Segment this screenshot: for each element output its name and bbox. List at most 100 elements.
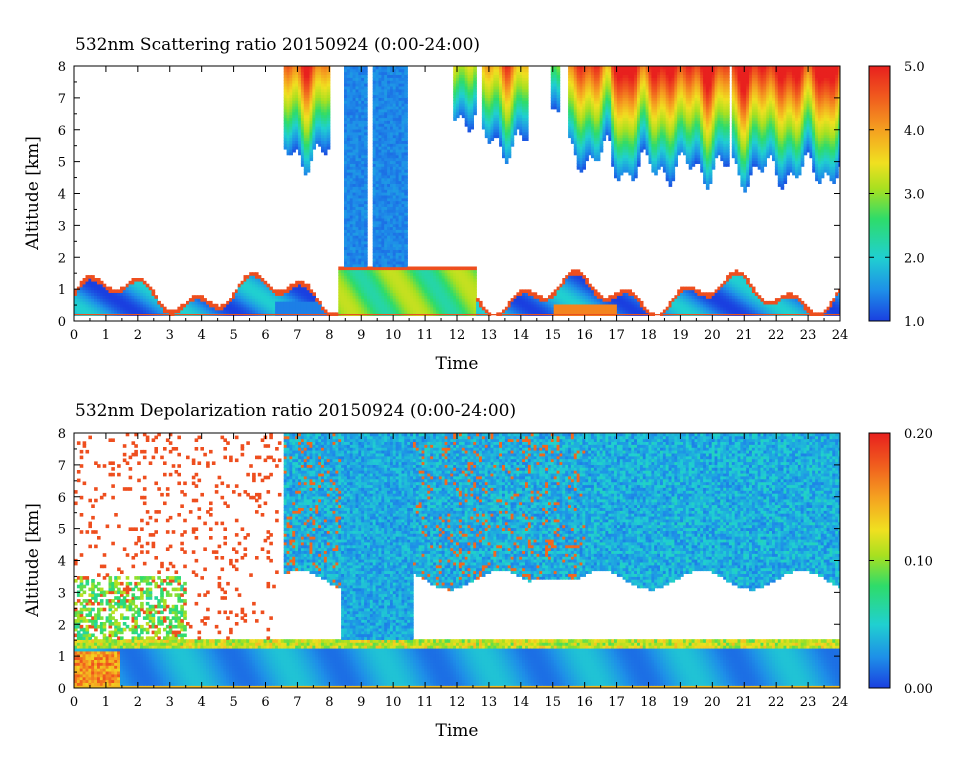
heatmap-cell bbox=[312, 105, 316, 110]
heatmap-cell bbox=[525, 306, 529, 311]
heatmap-cell bbox=[404, 292, 408, 296]
heatmap-cell bbox=[151, 309, 156, 314]
heatmap-cell bbox=[344, 269, 348, 273]
heatmap-cell bbox=[519, 128, 523, 133]
heatmap-cell bbox=[309, 100, 314, 104]
heatmap-cell bbox=[346, 71, 351, 75]
heatmap-cell bbox=[375, 114, 380, 119]
heatmap-cell bbox=[588, 77, 592, 81]
heatmap-cell bbox=[611, 300, 615, 305]
heatmap-cell bbox=[433, 295, 437, 299]
heatmap-cell bbox=[507, 91, 512, 96]
heatmap-cell bbox=[378, 263, 383, 268]
heatmap-cell bbox=[415, 309, 420, 314]
heatmap-cell bbox=[591, 105, 595, 110]
heatmap-cell bbox=[559, 283, 564, 288]
heatmap-cell bbox=[395, 260, 400, 265]
heatmap-cell bbox=[398, 303, 403, 308]
heatmap-cell bbox=[352, 180, 357, 184]
heatmap-cell bbox=[384, 303, 388, 308]
heatmap-cell bbox=[493, 82, 497, 87]
heatmap-cell bbox=[516, 71, 520, 75]
heatmap-cell bbox=[392, 120, 397, 124]
heatmap-cell bbox=[392, 111, 397, 116]
heatmap-cell bbox=[596, 128, 601, 133]
heatmap-cell bbox=[570, 306, 575, 311]
heatmap-cell bbox=[298, 131, 302, 136]
heatmap-cell bbox=[596, 154, 601, 159]
heatmap-cell bbox=[504, 134, 509, 139]
heatmap-cell bbox=[444, 289, 449, 293]
heatmap-cell bbox=[289, 131, 293, 136]
heatmap-cell bbox=[473, 111, 477, 116]
heatmap-cell bbox=[611, 128, 615, 133]
heatmap-cell bbox=[197, 300, 202, 305]
heatmap-cell bbox=[395, 240, 400, 245]
heatmap-cell bbox=[605, 74, 609, 78]
heatmap-cell bbox=[453, 266, 457, 271]
heatmap-cell bbox=[88, 283, 92, 288]
heatmap-cell bbox=[300, 97, 305, 101]
heatmap-cell bbox=[326, 94, 331, 98]
heatmap-cell bbox=[315, 117, 319, 121]
heatmap-cell bbox=[550, 292, 555, 296]
heatmap-cell bbox=[536, 306, 541, 311]
heatmap-cell bbox=[102, 309, 107, 314]
heatmap-cell bbox=[395, 272, 400, 276]
heatmap-cell bbox=[338, 300, 342, 305]
heatmap-cell bbox=[568, 283, 572, 288]
heatmap-cell bbox=[344, 257, 348, 262]
heatmap-cell bbox=[458, 303, 463, 308]
heatmap-cell bbox=[493, 88, 497, 93]
heatmap-cell bbox=[570, 100, 575, 104]
heatmap-cell bbox=[401, 200, 406, 205]
heatmap-cell bbox=[516, 303, 520, 308]
heatmap-cell bbox=[444, 286, 449, 291]
heatmap-cell bbox=[392, 237, 397, 242]
heatmap-cell bbox=[82, 283, 87, 288]
heatmap-cell bbox=[358, 298, 362, 302]
heatmap-cell bbox=[487, 97, 492, 101]
heatmap-cell bbox=[298, 289, 302, 293]
heatmap-cell bbox=[499, 117, 503, 121]
heatmap-cell bbox=[401, 91, 406, 96]
heatmap-cell bbox=[361, 269, 365, 273]
heatmap-cell bbox=[341, 295, 345, 299]
heatmap-cell bbox=[364, 300, 368, 305]
heatmap-cell bbox=[355, 266, 360, 271]
heatmap-cell bbox=[527, 289, 532, 293]
heatmap-cell bbox=[568, 114, 572, 119]
heatmap-cell bbox=[361, 209, 365, 213]
heatmap-cell bbox=[496, 125, 500, 130]
heatmap-cell bbox=[441, 292, 446, 296]
heatmap-cell bbox=[381, 269, 385, 273]
heatmap-cell bbox=[76, 300, 81, 305]
heatmap-cell bbox=[415, 289, 420, 293]
heatmap-cell bbox=[88, 280, 92, 285]
heatmap-cell bbox=[372, 74, 377, 78]
heatmap-cell bbox=[464, 289, 469, 293]
heatmap-cell bbox=[418, 266, 423, 271]
heatmap-cell bbox=[142, 292, 147, 296]
heatmap-cell bbox=[344, 100, 348, 104]
heatmap-cell bbox=[579, 292, 584, 296]
heatmap-cell bbox=[504, 117, 509, 121]
heatmap-cell bbox=[473, 71, 477, 75]
heatmap-cell bbox=[401, 148, 406, 153]
heatmap-cell bbox=[390, 223, 394, 228]
heatmap-cell bbox=[352, 269, 357, 273]
heatmap-cell bbox=[573, 105, 578, 110]
heatmap-cell bbox=[456, 80, 460, 84]
heatmap-cell bbox=[269, 300, 273, 305]
heatmap-cell bbox=[573, 123, 578, 127]
heatmap-cell bbox=[372, 272, 377, 276]
heatmap-cell bbox=[395, 85, 400, 90]
heatmap-cell bbox=[361, 160, 365, 164]
heatmap-cell bbox=[596, 103, 601, 107]
heatmap-cell bbox=[289, 134, 293, 139]
heatmap-cell bbox=[602, 111, 607, 116]
heatmap-cell bbox=[378, 163, 383, 167]
heatmap-cell bbox=[102, 292, 107, 296]
heatmap-cell bbox=[286, 100, 291, 104]
heatmap-cell bbox=[398, 269, 403, 273]
